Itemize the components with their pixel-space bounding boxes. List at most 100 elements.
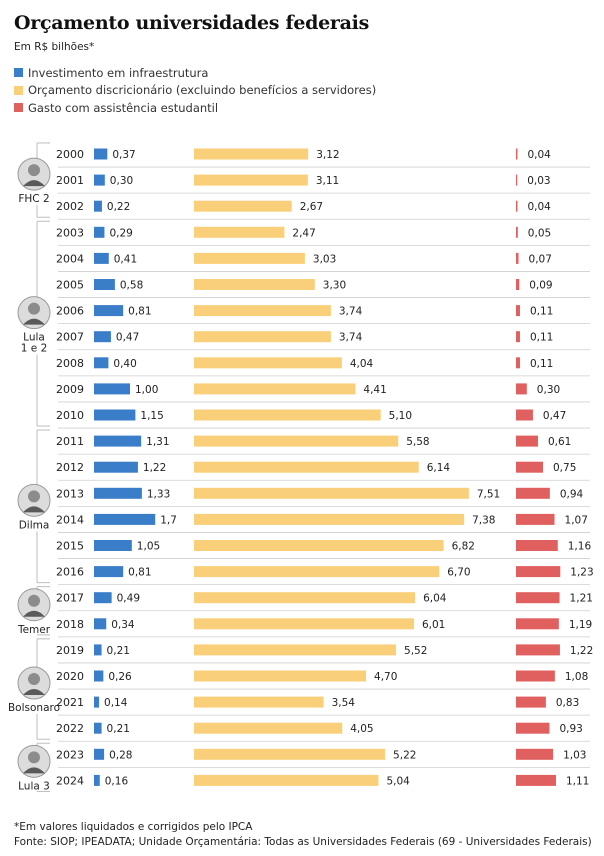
bar-infra [94, 566, 124, 578]
president-label: Bolsonaro [8, 702, 60, 714]
value-label-infra: 0,14 [104, 697, 128, 709]
year-label: 2010 [56, 409, 84, 422]
value-label-assist: 0,30 [537, 384, 560, 396]
value-label-disc: 5,22 [393, 749, 416, 761]
legend-item-assist: Gasto com assistência estudantil [14, 99, 376, 117]
bar-infra [94, 696, 100, 708]
value-label-assist: 0,03 [527, 175, 550, 187]
value-label-disc: 3,12 [316, 149, 339, 161]
year-label: 2011 [56, 435, 84, 448]
value-label-infra: 0,41 [114, 253, 137, 265]
year-label: 2017 [56, 592, 84, 605]
year-label: 2023 [56, 748, 84, 761]
value-label-assist: 1,08 [565, 671, 588, 683]
value-label-disc: 4,70 [374, 671, 397, 683]
year-label: 2006 [56, 305, 84, 318]
bar-assist [516, 357, 520, 369]
value-label-assist: 0,11 [530, 306, 553, 318]
bar-disc [194, 513, 465, 525]
bar-assist [516, 200, 518, 212]
bar-infra [94, 644, 102, 656]
value-label-infra: 0,28 [109, 749, 132, 761]
legend-swatch-disc [14, 85, 23, 95]
bar-infra [94, 748, 105, 760]
legend-label-assist: Gasto com assistência estudantil [28, 100, 219, 115]
bar-disc [194, 409, 381, 421]
president-label: Temer [17, 624, 51, 636]
bar-infra [94, 513, 156, 525]
value-label-assist: 1,23 [570, 567, 593, 579]
avatar-shoulders [23, 689, 45, 696]
avatar-shoulders [23, 180, 45, 187]
value-label-disc: 3,11 [316, 175, 339, 187]
value-label-assist: 1,16 [568, 541, 592, 553]
bar-infra [94, 487, 142, 499]
year-label: 2020 [56, 670, 84, 683]
value-label-infra: 0,37 [112, 149, 135, 161]
value-label-assist: 0,09 [529, 280, 552, 292]
value-label-infra: 1,00 [135, 384, 158, 396]
value-label-infra: 1,31 [146, 436, 169, 448]
bar-disc [194, 279, 315, 290]
bar-disc [194, 305, 331, 317]
legend-item-infra: Investimento em infraestrutura [14, 64, 376, 82]
year-label: 2022 [56, 722, 84, 735]
year-label: 2002 [56, 200, 84, 213]
bar-infra [94, 774, 100, 786]
bar-assist [516, 461, 543, 473]
bar-infra [94, 409, 136, 421]
bar-disc [194, 148, 309, 160]
bar-disc [194, 540, 444, 551]
value-label-assist: 0,61 [548, 436, 571, 448]
year-label: 2008 [56, 357, 84, 370]
bar-disc [194, 566, 440, 578]
bar-assist [516, 748, 554, 760]
bar-disc [194, 357, 342, 369]
footnote: *Em valores liquidados e corrigidos pelo… [14, 821, 253, 833]
bar-assist [516, 696, 546, 708]
avatar-head [28, 490, 40, 503]
value-label-disc: 3,54 [332, 697, 356, 709]
value-label-assist: 1,03 [563, 749, 586, 761]
value-label-infra: 0,30 [110, 175, 133, 187]
value-label-infra: 0,26 [108, 671, 132, 683]
bar-disc [194, 174, 308, 186]
year-label: 2012 [56, 461, 84, 474]
avatar-head [28, 302, 40, 315]
bar-assist [516, 305, 520, 317]
bar-disc [194, 618, 414, 630]
bar-infra [94, 540, 132, 551]
president-label: FHC 2 [18, 193, 49, 205]
bar-disc [194, 748, 386, 760]
bar-disc [194, 487, 469, 499]
bar-infra [94, 305, 124, 317]
president-label: 1 e 2 [21, 343, 48, 355]
avatar-shoulders [23, 506, 45, 513]
bar-assist [516, 487, 550, 499]
year-label: 2024 [56, 774, 84, 787]
value-label-disc: 7,51 [477, 488, 500, 500]
value-label-infra: 0,34 [111, 619, 135, 631]
value-label-assist: 0,47 [543, 410, 566, 422]
year-label: 2016 [56, 566, 84, 579]
value-label-infra: 0,40 [113, 358, 136, 370]
bar-infra [94, 357, 109, 369]
legend-swatch-assist [14, 103, 23, 113]
avatar-head [28, 594, 40, 607]
value-label-disc: 3,74 [339, 306, 363, 318]
legend-label-disc: Orçamento discricionário (excluindo bene… [28, 83, 377, 98]
legend: Investimento em infraestrutura Orçamento… [14, 64, 376, 117]
bar-disc [194, 592, 416, 604]
avatar-shoulders [23, 318, 45, 325]
value-label-infra: 0,16 [105, 775, 129, 787]
year-label: 2003 [56, 226, 84, 239]
year-label: 2005 [56, 279, 84, 292]
year-label: 2009 [56, 383, 84, 396]
bar-infra [94, 279, 115, 290]
value-label-assist: 0,04 [527, 201, 551, 213]
value-label-disc: 4,41 [363, 384, 386, 396]
avatar-head [28, 164, 40, 177]
avatar-head [28, 751, 40, 764]
bar-infra [94, 174, 105, 186]
year-label: 2013 [56, 487, 84, 500]
